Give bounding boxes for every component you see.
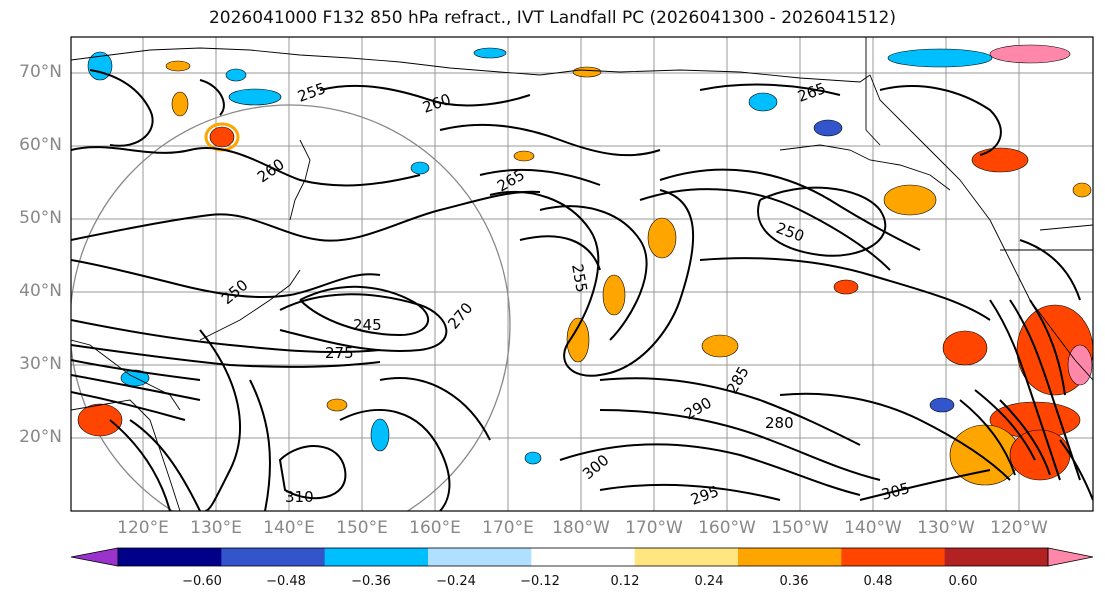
lat-label: 40°N — [19, 281, 62, 301]
contour-label: 310 — [285, 488, 314, 506]
coastlines — [71, 37, 1093, 511]
contour-label: 250 — [218, 276, 252, 308]
lon-label: 120°W — [990, 518, 1048, 538]
range-circle — [71, 104, 511, 511]
colorbar-tick: 0.36 — [779, 574, 809, 589]
lat-label: 30°N — [19, 354, 62, 374]
map-content: 255 260 265 250 245 270 275 280 285 290 … — [71, 37, 1093, 511]
colorbar-tick: 0.24 — [694, 574, 724, 589]
lon-label: 180°W — [552, 518, 610, 538]
lon-label: 160°W — [698, 518, 756, 538]
lat-label: 20°N — [19, 427, 62, 447]
lon-label: 120°E — [117, 518, 169, 538]
lat-label: 50°N — [19, 208, 62, 228]
contour-label: 255 — [568, 263, 591, 294]
lon-label: 170°E — [482, 518, 534, 538]
lon-label: 170°W — [625, 518, 683, 538]
contour-label: 260 — [254, 155, 288, 186]
lon-label: 130°W — [917, 518, 975, 538]
contour-label: 270 — [444, 299, 476, 333]
lon-label: 150°W — [771, 518, 829, 538]
map-title: 2026041000 F132 850 hPa refract., IVT La… — [208, 8, 896, 28]
map-frame — [70, 36, 1094, 512]
colorbar-tick: −0.48 — [266, 574, 306, 589]
contour-label: 275 — [325, 344, 354, 362]
contour-labels: 255 260 265 250 245 270 275 280 285 290 … — [218, 79, 912, 509]
contour-label: 245 — [353, 316, 382, 334]
colorbar-tick: −0.60 — [182, 574, 222, 589]
refractivity-contours — [71, 69, 1093, 511]
contour-label: 255 — [295, 79, 328, 106]
lon-label: 150°E — [336, 518, 388, 538]
colorbar-tick: −0.24 — [436, 574, 476, 589]
lon-label: 130°E — [190, 518, 242, 538]
lon-label: 160°E — [409, 518, 461, 538]
lon-label: 140°E — [263, 518, 315, 538]
colorbar-tick: 0.48 — [863, 574, 893, 589]
colorbar-tick: −0.12 — [520, 574, 560, 589]
colorbar-tick: 0.12 — [610, 574, 640, 589]
contour-label: 280 — [765, 414, 794, 432]
shaded-anomalies — [77, 44, 1093, 486]
contour-label: 305 — [879, 479, 911, 504]
colorbar-tick: −0.36 — [351, 574, 391, 589]
colorbar-tick: 0.60 — [948, 574, 978, 589]
lat-label: 60°N — [19, 135, 62, 155]
lat-label: 70°N — [19, 62, 62, 82]
contour-label: 260 — [420, 90, 453, 117]
contour-label: 300 — [579, 451, 613, 483]
lon-label: 140°W — [844, 518, 902, 538]
